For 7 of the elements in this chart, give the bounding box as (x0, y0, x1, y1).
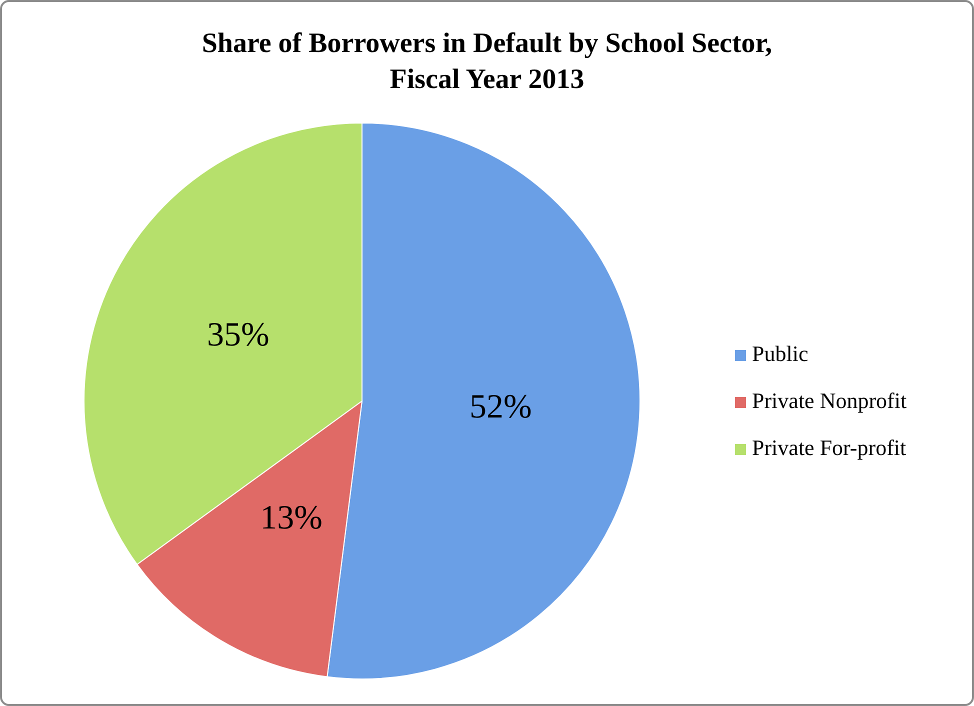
data-label: 35% (206, 316, 270, 354)
legend-label: Private Nonprofit (752, 388, 907, 414)
legend-label: Public (752, 341, 808, 366)
chart-title: Share of Borrowers in Default by School Sector, Fiscal Year 2013 (202, 28, 772, 95)
data-label: 52% (470, 388, 532, 426)
data-label: 13% (260, 499, 322, 536)
legend-label: Private For-profit (752, 435, 906, 460)
